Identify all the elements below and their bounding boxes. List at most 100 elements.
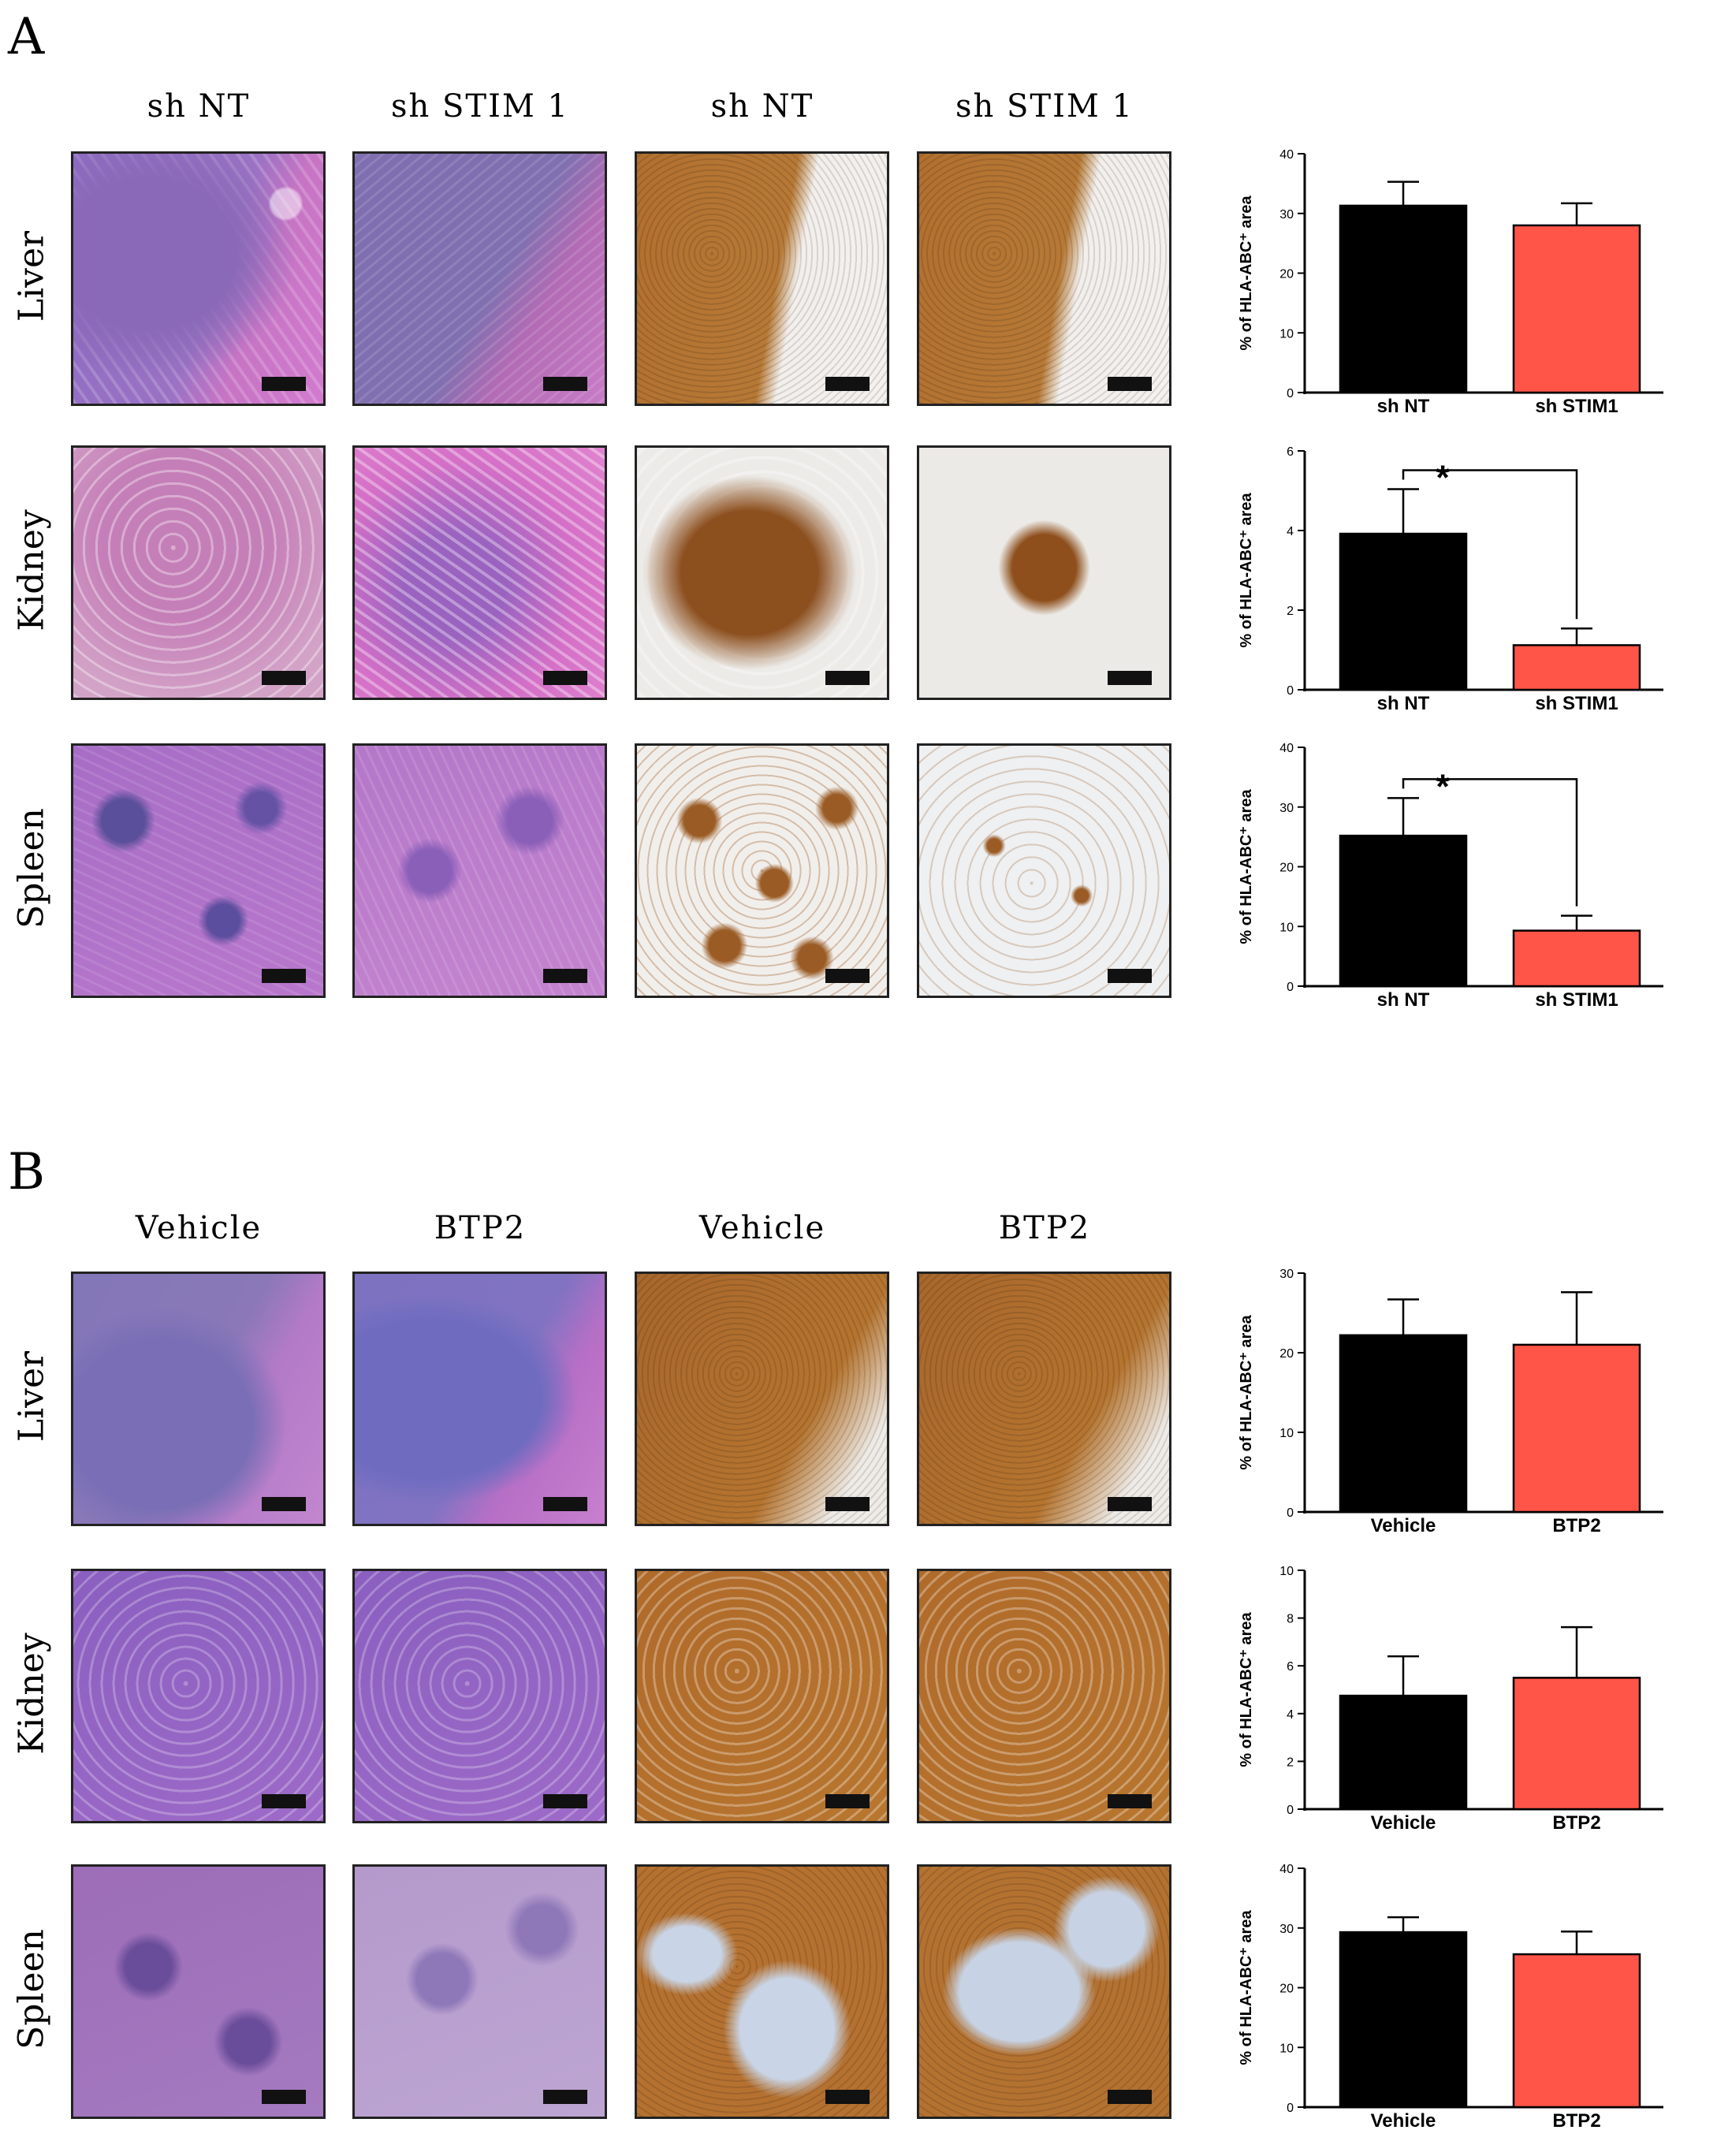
y-tick-label: 40 <box>1279 742 1294 755</box>
scale-bar <box>1108 2090 1152 2104</box>
y-tick-label: 6 <box>1287 1660 1294 1674</box>
category-label: sh NT <box>1377 396 1430 414</box>
column-header: sh STIM 1 <box>955 88 1134 125</box>
category-label: sh STIM1 <box>1535 693 1618 711</box>
scale-bar <box>262 2090 306 2104</box>
bar <box>1512 929 1641 988</box>
bar <box>1339 204 1468 394</box>
significance-bracket <box>1402 469 1578 620</box>
column-header: Vehicle <box>698 1210 826 1246</box>
y-tick-label: 20 <box>1279 1347 1294 1361</box>
ihc-stain-image <box>917 1569 1171 1823</box>
category-label: sh NT <box>1377 693 1430 711</box>
ihc-stain-image <box>917 1864 1171 2119</box>
panel-letter: A <box>8 8 45 66</box>
y-tick-label: 30 <box>1279 208 1294 222</box>
ihc-stain-image <box>635 445 889 700</box>
y-axis-label: % of HLA-ABC⁺ area <box>1238 1910 1255 2065</box>
bar <box>1512 1343 1641 1514</box>
he-stain-image <box>71 151 326 406</box>
y-tick-label: 4 <box>1287 1708 1294 1722</box>
bar <box>1512 1677 1641 1811</box>
y-axis-label: % of HLA-ABC⁺ area <box>1238 1315 1255 1470</box>
he-stain-image <box>352 151 607 406</box>
y-tick-label: 2 <box>1287 605 1294 618</box>
y-axis-label: % of HLA-ABC⁺ area <box>1238 789 1255 944</box>
y-tick-label: 30 <box>1279 802 1294 815</box>
ihc-stain-image <box>635 743 889 998</box>
scale-bar <box>543 969 587 983</box>
row-label: Liver <box>11 1350 52 1443</box>
scale-bar <box>543 377 587 391</box>
significance-star: * <box>1436 767 1450 806</box>
category-label: BTP2 <box>1552 1515 1600 1533</box>
category-label: BTP2 <box>1552 1812 1600 1830</box>
he-stain-image <box>352 1272 607 1526</box>
bar-chart: % of HLA-ABC⁺ area 0 2 4 6 sh NT sh STIM1 * <box>1238 445 1663 711</box>
y-tick-label: 4 <box>1287 525 1294 538</box>
y-tick-label: 0 <box>1287 2102 1294 2115</box>
row-label: Kidney <box>11 1633 52 1755</box>
bar-chart: % of HLA-ABC⁺ area 0 2 4 6 8 10 Vehicle BTP2 <box>1238 1565 1663 1830</box>
scale-bar <box>1108 1794 1152 1808</box>
significance-bracket <box>1402 778 1578 907</box>
panel-letter: B <box>8 1143 46 1201</box>
y-tick-label: 20 <box>1279 862 1294 875</box>
significance-star: * <box>1436 458 1450 497</box>
ihc-stain-image <box>917 151 1171 406</box>
scale-bar <box>825 377 870 391</box>
bar <box>1512 224 1641 394</box>
bar <box>1512 1953 1641 2109</box>
category-label: sh STIM1 <box>1535 396 1618 414</box>
y-tick-label: 10 <box>1279 327 1294 341</box>
row-label: Liver <box>11 230 52 322</box>
he-stain-image <box>71 1272 326 1526</box>
y-tick-label: 0 <box>1287 387 1294 400</box>
he-stain-image <box>71 1864 326 2119</box>
y-tick-label: 0 <box>1287 1506 1294 1520</box>
y-tick-label: 10 <box>1279 1427 1294 1440</box>
column-header: sh NT <box>147 88 251 125</box>
y-tick-label: 6 <box>1287 445 1294 459</box>
scale-bar <box>262 671 306 685</box>
y-tick-label: 0 <box>1287 981 1294 994</box>
ihc-stain-image <box>917 1272 1171 1526</box>
y-tick-label: 30 <box>1279 1268 1294 1281</box>
y-tick-label: 40 <box>1279 1863 1294 1876</box>
category-label: BTP2 <box>1552 2110 1600 2128</box>
category-label: sh STIM1 <box>1535 989 1618 1007</box>
bar <box>1339 834 1468 988</box>
scale-bar <box>1108 1497 1152 1511</box>
he-stain-image <box>71 743 326 998</box>
scale-bar <box>262 1794 306 1808</box>
y-tick-label: 10 <box>1279 921 1294 934</box>
y-axis-label: % of HLA-ABC⁺ area <box>1238 195 1255 351</box>
he-stain-image <box>71 445 326 700</box>
scale-bar <box>543 2090 587 2104</box>
scale-bar <box>825 671 870 685</box>
column-header: sh NT <box>710 88 814 125</box>
scale-bar <box>825 1794 870 1808</box>
scale-bar <box>543 671 587 685</box>
y-tick-label: 0 <box>1287 684 1294 698</box>
scale-bar <box>825 1497 870 1511</box>
bar <box>1339 532 1468 691</box>
row-label: Spleen <box>11 808 52 929</box>
scale-bar <box>1108 377 1152 391</box>
bar-chart: % of HLA-ABC⁺ area 0 10 20 30 40 sh NT sh STIM1… <box>1238 742 1663 1007</box>
he-stain-image <box>352 743 607 998</box>
category-label: Vehicle <box>1371 2110 1436 2128</box>
category-label: Vehicle <box>1371 1812 1436 1830</box>
bar <box>1339 1931 1468 2109</box>
he-stain-image <box>352 1569 607 1823</box>
he-stain-image <box>352 445 607 700</box>
ihc-stain-image <box>635 151 889 406</box>
scale-bar <box>543 1794 587 1808</box>
scale-bar <box>262 377 306 391</box>
y-tick-label: 0 <box>1287 1804 1294 1817</box>
bar-chart: % of HLA-ABC⁺ area 0 10 20 30 40 Vehicle BTP2 <box>1238 1863 1663 2128</box>
column-header: BTP2 <box>434 1210 527 1246</box>
column-header: BTP2 <box>998 1210 1091 1246</box>
bar-chart: % of HLA-ABC⁺ area 0 10 20 30 Vehicle BTP2 <box>1238 1268 1663 1533</box>
scale-bar <box>262 1497 306 1511</box>
